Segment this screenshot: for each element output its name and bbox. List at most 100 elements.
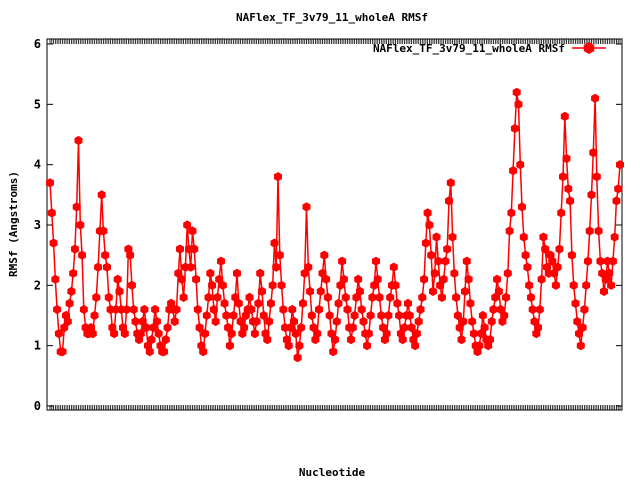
- data-point: [503, 268, 512, 278]
- data-point: [598, 268, 607, 278]
- data-point: [359, 316, 368, 327]
- data-point: [585, 226, 594, 236]
- data-point: [523, 262, 532, 272]
- data-point: [521, 250, 530, 260]
- data-point: [215, 274, 224, 284]
- data-point: [284, 341, 293, 351]
- data-point: [500, 310, 509, 321]
- data-point: [437, 292, 446, 302]
- data-point: [591, 93, 599, 103]
- data-point: [496, 304, 505, 315]
- data-point: [138, 316, 147, 327]
- data-point: [320, 250, 329, 260]
- data-point: [413, 329, 421, 339]
- data-point: [439, 274, 448, 284]
- data-point: [566, 196, 575, 206]
- data-point: [368, 292, 377, 302]
- data-point: [103, 262, 111, 272]
- data-point: [254, 298, 263, 308]
- data-point: [54, 329, 63, 339]
- data-point: [580, 304, 589, 315]
- data-point: [571, 298, 580, 308]
- data-point: [372, 256, 380, 266]
- data-point: [229, 310, 238, 321]
- data-point: [514, 99, 523, 109]
- data-point: [131, 316, 140, 327]
- data-point: [323, 292, 332, 302]
- data-point: [336, 280, 345, 290]
- data-point: [286, 323, 295, 333]
- data-point: [489, 304, 498, 315]
- data-point: [457, 335, 466, 345]
- data-point: [270, 238, 279, 248]
- data-point: [363, 341, 371, 351]
- data-point: [213, 292, 222, 302]
- data-point: [120, 329, 129, 339]
- data-point: [174, 268, 183, 278]
- data-point: [535, 304, 544, 315]
- data-point: [58, 347, 67, 357]
- data-point: [407, 323, 416, 333]
- data-point: [220, 298, 229, 308]
- data-point: [74, 135, 83, 146]
- data-point: [101, 250, 110, 260]
- data-point: [493, 274, 502, 284]
- data-point: [450, 268, 459, 278]
- data-point: [104, 292, 113, 302]
- data-point: [277, 280, 286, 290]
- data-point: [327, 329, 336, 339]
- data-point: [149, 323, 158, 333]
- data-point: [386, 292, 395, 302]
- data-point: [206, 268, 215, 278]
- data-point: [71, 244, 79, 254]
- data-point: [279, 304, 288, 315]
- data-point: [331, 335, 339, 345]
- data-point: [318, 268, 327, 278]
- data-point: [192, 274, 200, 284]
- data-point: [341, 292, 350, 302]
- chart-title: NAFlex_TF_3v79_11_wholeA RMSf: [236, 11, 428, 24]
- data-point: [60, 323, 69, 333]
- data-point: [211, 316, 220, 327]
- data-point: [92, 292, 101, 302]
- data-point: [297, 323, 306, 333]
- data-point: [425, 220, 434, 230]
- data-point: [268, 280, 277, 290]
- data-point: [256, 268, 265, 278]
- y-tick-label: 3: [34, 218, 41, 232]
- data-point: [429, 286, 437, 296]
- series-markers-group: [46, 87, 624, 363]
- data-point: [190, 244, 199, 254]
- data-point: [608, 256, 617, 266]
- data-point: [145, 347, 154, 357]
- data-point: [176, 244, 184, 254]
- y-tick-label: 5: [34, 97, 41, 111]
- data-point: [607, 280, 616, 290]
- data-point: [550, 268, 559, 278]
- data-point: [436, 280, 445, 290]
- data-point: [443, 244, 452, 254]
- y-tick-label: 4: [34, 158, 41, 172]
- data-point: [90, 310, 99, 321]
- data-point: [288, 304, 297, 315]
- data-point: [576, 341, 585, 351]
- y-tick-label: 1: [34, 339, 41, 353]
- data-point: [377, 310, 386, 321]
- data-point: [582, 280, 591, 290]
- data-point: [478, 310, 487, 321]
- data-point: [470, 329, 478, 339]
- data-point: [551, 280, 560, 290]
- data-point: [605, 268, 614, 278]
- data-point: [423, 208, 432, 218]
- data-point: [557, 208, 566, 218]
- data-point: [76, 220, 85, 230]
- data-point: [373, 274, 382, 284]
- data-point: [334, 298, 343, 308]
- y-tick-label: 6: [34, 37, 41, 51]
- data-point: [51, 274, 60, 284]
- data-point: [486, 335, 494, 345]
- data-point: [347, 335, 355, 345]
- y-axis-label: RMSf (Angstroms): [7, 171, 20, 277]
- data-point: [400, 323, 409, 333]
